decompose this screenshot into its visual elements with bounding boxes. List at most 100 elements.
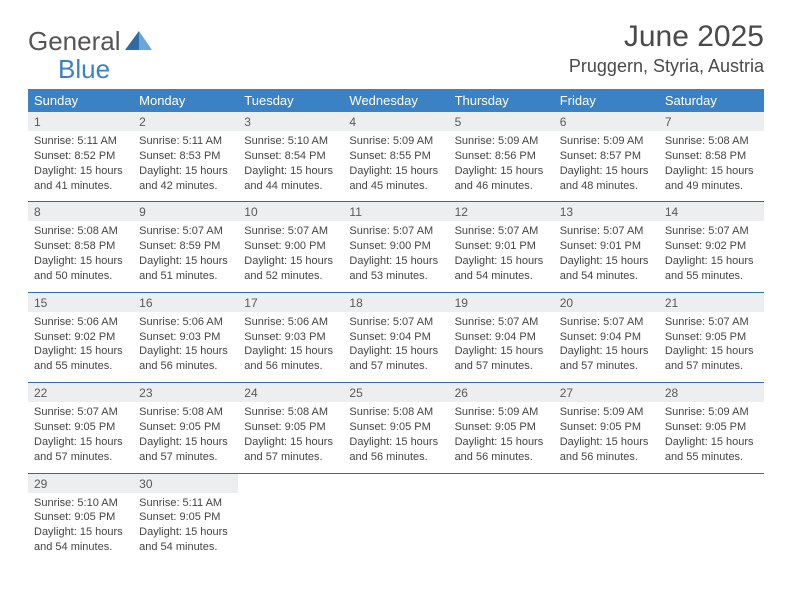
sunrise-line: Sunrise: 5:09 AM [349, 135, 433, 147]
daylight-line: Daylight: 15 hours and 49 minutes. [665, 165, 754, 192]
sunrise-line: Sunrise: 5:07 AM [34, 406, 118, 418]
sunrise-line: Sunrise: 5:06 AM [139, 316, 223, 328]
sunset-line: Sunset: 9:02 PM [665, 240, 746, 252]
sunset-line: Sunset: 8:59 PM [139, 240, 220, 252]
sunrise-line: Sunrise: 5:07 AM [560, 225, 644, 237]
daylight-line: Daylight: 15 hours and 46 minutes. [455, 165, 544, 192]
daylight-line: Daylight: 15 hours and 57 minutes. [455, 345, 544, 372]
day-number: 16 [133, 293, 238, 312]
day-cell: Sunrise: 5:10 AMSunset: 8:54 PMDaylight:… [238, 131, 343, 202]
empty-cell [449, 474, 554, 493]
sunset-line: Sunset: 9:05 PM [665, 331, 746, 343]
day-header: Friday [554, 89, 659, 112]
daylight-line: Daylight: 15 hours and 55 minutes. [34, 345, 123, 372]
sunrise-line: Sunrise: 5:11 AM [139, 497, 222, 509]
day-cell: Sunrise: 5:06 AMSunset: 9:02 PMDaylight:… [28, 312, 133, 383]
sunrise-line: Sunrise: 5:07 AM [349, 316, 433, 328]
day-cell: Sunrise: 5:09 AMSunset: 9:05 PMDaylight:… [554, 402, 659, 473]
sunrise-line: Sunrise: 5:09 AM [455, 406, 539, 418]
sunset-line: Sunset: 9:05 PM [665, 421, 746, 433]
sunset-line: Sunset: 9:00 PM [244, 240, 325, 252]
sunrise-line: Sunrise: 5:10 AM [244, 135, 328, 147]
day-cell: Sunrise: 5:07 AMSunset: 9:04 PMDaylight:… [449, 312, 554, 383]
day-cell: Sunrise: 5:09 AM Sunset: 8:56 PM Daylight:… [449, 131, 554, 202]
day-cell: Sunrise: 5:09 AMSunset: 8:57 PMDaylight:… [554, 131, 659, 202]
daylight-line: Daylight: 15 hours and 57 minutes. [560, 345, 649, 372]
sunset-line: Sunset: 8:52 PM [34, 150, 115, 162]
sunset-line: Sunset: 9:01 PM [560, 240, 641, 252]
daylight-line: Daylight: 15 hours and 44 minutes. [244, 165, 333, 192]
brand-word-1: General [28, 26, 121, 57]
sunrise-line: Sunrise: 5:09 AM [560, 406, 644, 418]
daylight-line: Daylight: 15 hours and 54 minutes. [139, 526, 228, 553]
brand-logo-icon [125, 26, 153, 57]
daylight-line: Daylight: 15 hours and 54 minutes. [560, 255, 649, 282]
daylight-line: Daylight: 15 hours and 57 minutes. [139, 436, 228, 463]
sunset-line: Sunset: 8:56 PM [455, 150, 536, 162]
day-number: 4 [343, 112, 448, 131]
calendar-table: SundayMondayTuesdayWednesdayThursdayFrid… [28, 89, 764, 563]
day-cell: Sunrise: 5:09 AM Sunset: 8:55 PM Daylight:… [343, 131, 448, 202]
day-cell: Sunrise: 5:08 AMSunset: 9:05 PMDaylight:… [238, 402, 343, 473]
day-number: 1 [28, 112, 133, 131]
brand-word-2: Blue [58, 54, 110, 85]
day-cell: Sunrise: 5:10 AMSunset: 9:05 PMDaylight:… [28, 493, 133, 563]
sunset-line: Sunset: 8:55 PM [349, 150, 430, 162]
day-number: 8 [28, 202, 133, 221]
day-number: 23 [133, 383, 238, 402]
day-cell: Sunrise: 5:06 AMSunset: 9:03 PMDaylight:… [238, 312, 343, 383]
daylight-line: Daylight: 15 hours and 52 minutes. [244, 255, 333, 282]
day-number: 3 [238, 112, 343, 131]
empty-cell [449, 493, 554, 563]
day-number: 13 [554, 202, 659, 221]
daylight-line: Daylight: 15 hours and 57 minutes. [34, 436, 123, 463]
day-cell: Sunrise: 5:07 AM Sunset: 9:00 PM Daylight:… [238, 221, 343, 292]
daylight-line: Daylight: 15 hours and 57 minutes. [244, 436, 333, 463]
day-cell: Sunrise: 5:08 AM Sunset: 9:05 PM Daylight:… [133, 402, 238, 473]
sunset-line: Sunset: 8:57 PM [560, 150, 641, 162]
sunrise-line: Sunrise: 5:07 AM [455, 225, 539, 237]
empty-cell [238, 493, 343, 563]
sunrise-line: Sunrise: 5:09 AM [560, 135, 644, 147]
sunrise-line: Sunrise: 5:09 AM [665, 406, 749, 418]
daylight-line: Daylight: 15 hours and 56 minutes. [455, 436, 544, 463]
day-number: 14 [659, 202, 764, 221]
sunset-line: Sunset: 9:05 PM [560, 421, 641, 433]
day-number: 7 [659, 112, 764, 131]
day-cell: Sunrise: 5:07 AMSunset: 9:01 PMDaylight:… [449, 221, 554, 292]
day-number: 15 [28, 293, 133, 312]
sunset-line: Sunset: 9:05 PM [139, 421, 220, 433]
day-number: 30 [133, 474, 238, 493]
day-cell: Sunrise: 5:07 AMSunset: 9:00 PMDaylight:… [343, 221, 448, 292]
daylight-line: Daylight: 15 hours and 56 minutes. [139, 345, 228, 372]
day-number: 10 [238, 202, 343, 221]
day-header: Monday [133, 89, 238, 112]
day-header: Saturday [659, 89, 764, 112]
sunset-line: Sunset: 8:58 PM [34, 240, 115, 252]
day-number: 19 [449, 293, 554, 312]
daylight-line: Daylight: 15 hours and 53 minutes. [349, 255, 438, 282]
brand-logo: General [28, 20, 155, 57]
sunset-line: Sunset: 9:03 PM [139, 331, 220, 343]
sunrise-line: Sunrise: 5:09 AM [455, 135, 539, 147]
sunrise-line: Sunrise: 5:08 AM [139, 406, 223, 418]
sunset-line: Sunset: 9:02 PM [34, 331, 115, 343]
day-number: 12 [449, 202, 554, 221]
day-number: 9 [133, 202, 238, 221]
sunrise-line: Sunrise: 5:07 AM [244, 225, 328, 237]
day-cell: Sunrise: 5:11 AMSunset: 9:05 PMDaylight:… [133, 493, 238, 563]
sunrise-line: Sunrise: 5:11 AM [139, 135, 222, 147]
sunrise-line: Sunrise: 5:07 AM [560, 316, 644, 328]
daylight-line: Daylight: 15 hours and 45 minutes. [349, 165, 438, 192]
sunset-line: Sunset: 9:00 PM [349, 240, 430, 252]
empty-cell [343, 474, 448, 493]
daylight-line: Daylight: 15 hours and 42 minutes. [139, 165, 228, 192]
empty-cell [659, 493, 764, 563]
empty-cell [554, 493, 659, 563]
day-number: 28 [659, 383, 764, 402]
daylight-line: Daylight: 15 hours and 50 minutes. [34, 255, 123, 282]
day-cell: Sunrise: 5:07 AMSunset: 9:04 PMDaylight:… [554, 312, 659, 383]
sunrise-line: Sunrise: 5:07 AM [665, 225, 749, 237]
day-cell: Sunrise: 5:08 AMSunset: 9:05 PMDaylight:… [343, 402, 448, 473]
day-number: 17 [238, 293, 343, 312]
